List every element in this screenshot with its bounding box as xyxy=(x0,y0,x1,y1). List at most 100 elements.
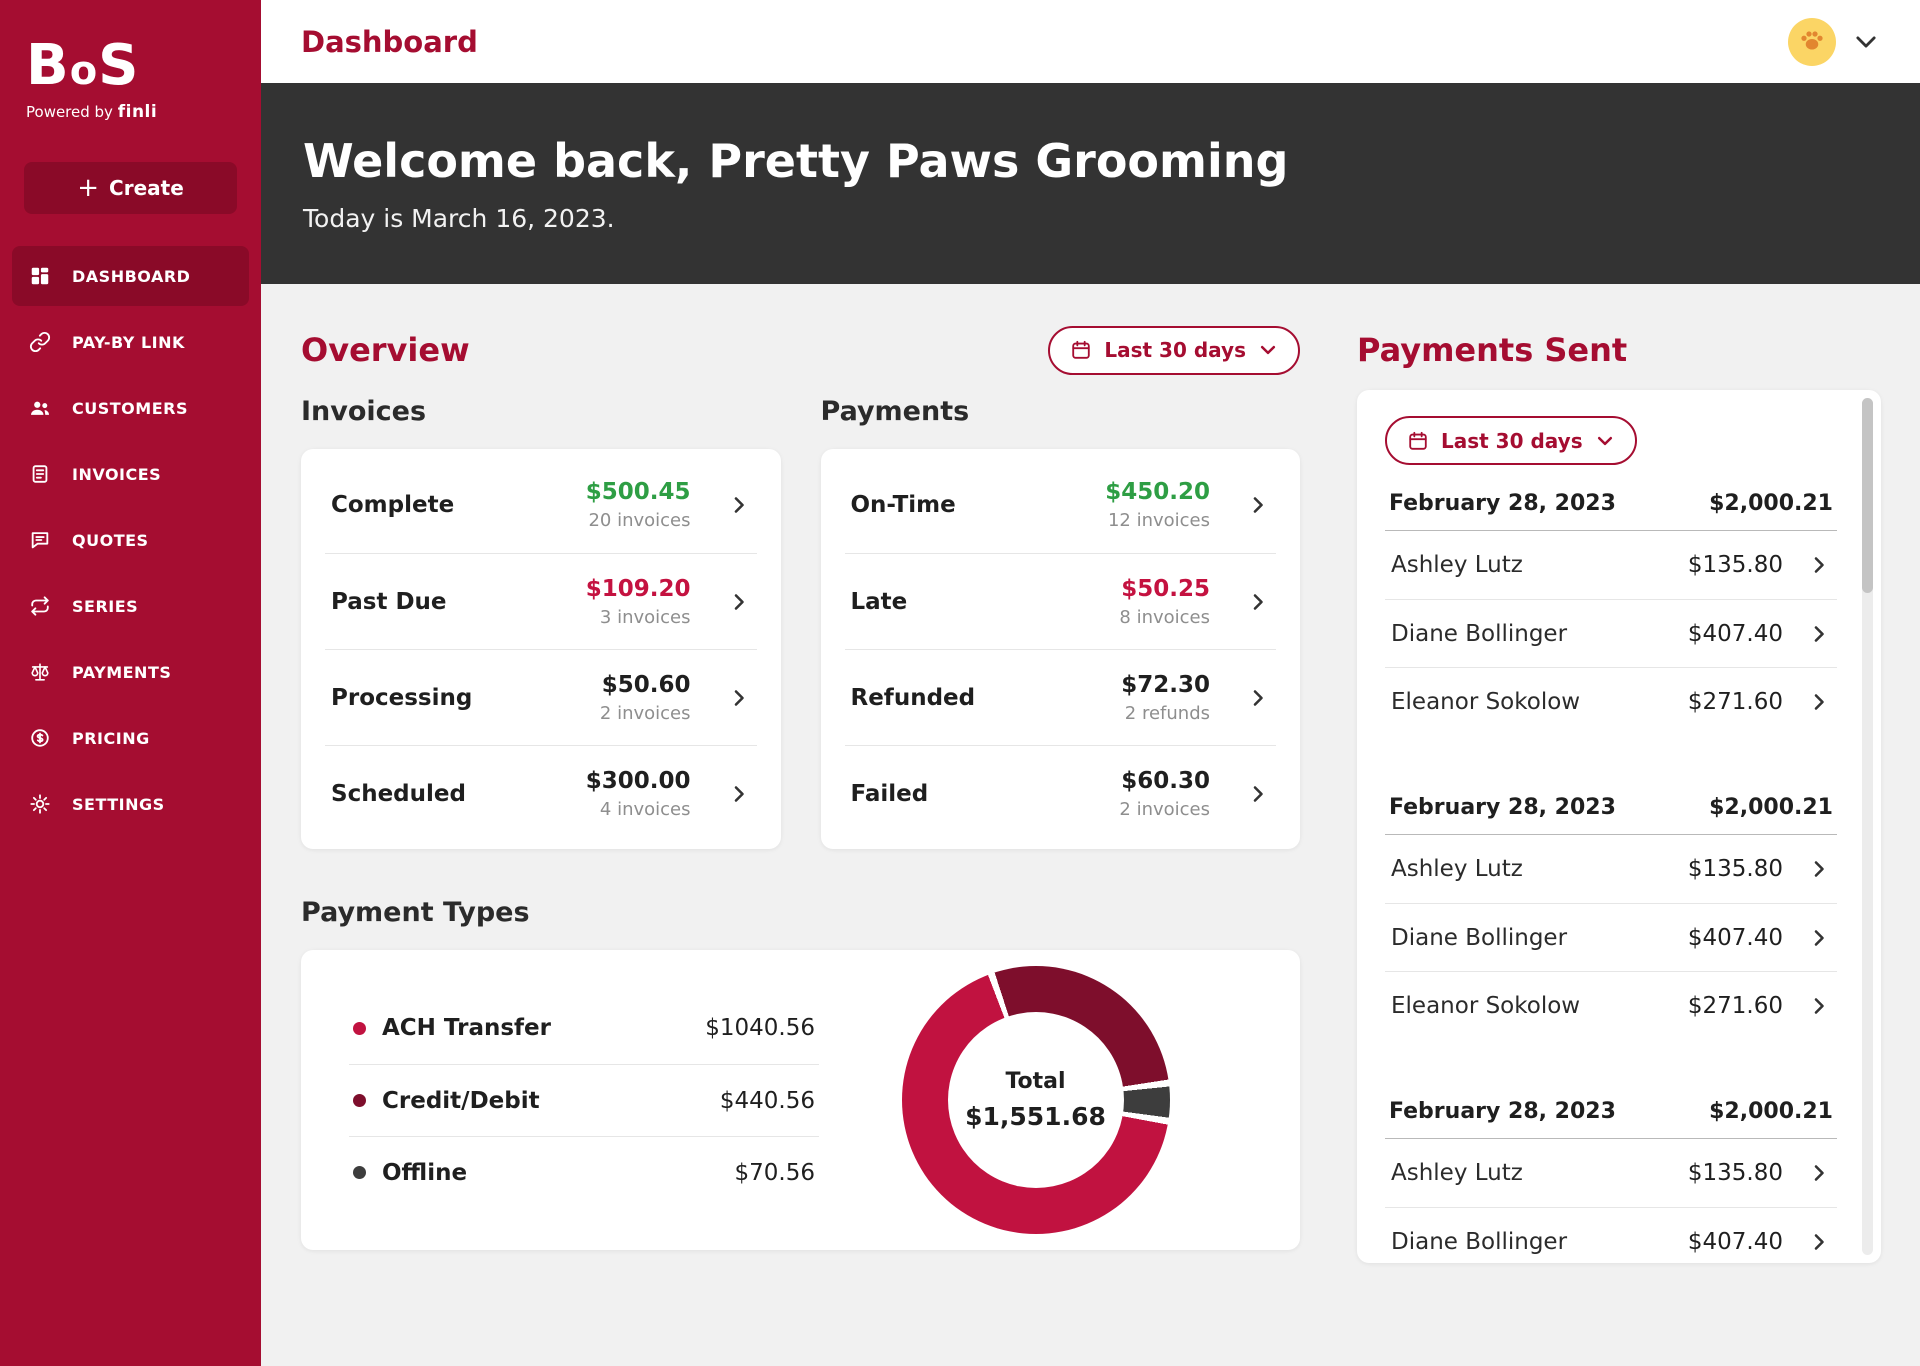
legend-row-credit-debit: Credit/Debit $440.56 xyxy=(349,1064,819,1136)
payments-sent-range-select[interactable]: Last 30 days xyxy=(1385,416,1637,465)
chevron-right-icon[interactable] xyxy=(727,782,751,806)
count: 2 invoices xyxy=(599,702,691,724)
amount: $60.30 xyxy=(1121,767,1210,794)
amount: $300.00 xyxy=(585,767,691,794)
scrollbar-thumb[interactable] xyxy=(1862,398,1873,593)
gear-icon xyxy=(28,792,52,816)
overview-column: Overview Last 30 days Invoices Complete xyxy=(301,320,1300,1366)
payment-sent-row[interactable]: Ashley Lutz $135.80 xyxy=(1385,1139,1837,1207)
chevron-right-icon[interactable] xyxy=(1246,493,1270,517)
payments-sent-card: Last 30 days February 28, 2023 $2,000.21… xyxy=(1357,390,1881,1263)
payment-sent-row[interactable]: Diane Bollinger $407.40 xyxy=(1385,599,1837,667)
link-icon xyxy=(28,330,52,354)
sidebar-item-pricing[interactable]: PRICING xyxy=(12,708,249,768)
chevron-right-icon[interactable] xyxy=(1246,686,1270,710)
sidebar: BoS Powered by finli + Create DASHBOARD … xyxy=(0,0,261,1366)
payment-sent-row[interactable]: Eleanor Sokolow $271.60 xyxy=(1385,667,1837,735)
invoices-section: Invoices Complete $500.45 20 invoices xyxy=(301,390,781,849)
payment-row-refunded[interactable]: Refunded $72.30 2 refunds xyxy=(844,649,1276,745)
count: 12 invoices xyxy=(1107,510,1210,531)
brand-logo: BoS Powered by finli xyxy=(0,0,261,123)
invoices-section-title: Invoices xyxy=(301,396,427,427)
scrollbar-track[interactable] xyxy=(1862,398,1873,1255)
payment-sent-row[interactable]: Ashley Lutz $135.80 xyxy=(1385,835,1837,903)
sidebar-item-payments[interactable]: PAYMENTS xyxy=(12,642,249,702)
payments-sent-column: Payments Sent Last 30 days February 28, … xyxy=(1357,320,1881,1366)
invoice-row-complete[interactable]: Complete $500.45 20 invoices xyxy=(325,457,757,553)
invoice-row-scheduled[interactable]: Scheduled $300.00 4 invoices xyxy=(325,745,757,841)
payments-sent-group: February 28, 2023 $2,000.21 Ashley Lutz … xyxy=(1385,795,1837,1039)
sidebar-item-pay-by-link[interactable]: PAY-BY LINK xyxy=(12,312,249,372)
sidebar-item-settings[interactable]: SETTINGS xyxy=(12,774,249,834)
payment-sent-row[interactable]: Eleanor Sokolow $271.60 xyxy=(1385,971,1837,1039)
payments-section-title: Payments xyxy=(820,396,970,427)
people-icon xyxy=(28,396,52,420)
sidebar-item-invoices[interactable]: INVOICES xyxy=(12,444,249,504)
payments-sent-group: February 28, 2023 $2,000.21 Ashley Lutz … xyxy=(1385,491,1837,735)
legend-row-ach: ACH Transfer $1040.56 xyxy=(349,992,819,1064)
document-icon xyxy=(28,462,52,486)
sidebar-nav: DASHBOARD PAY-BY LINK CUSTOMERS INVOICES… xyxy=(0,236,261,844)
chevron-right-icon[interactable] xyxy=(1807,1161,1831,1185)
group-header: February 28, 2023 $2,000.21 xyxy=(1385,795,1837,835)
dollar-circle-icon xyxy=(28,726,52,750)
chevron-down-icon xyxy=(1595,431,1615,451)
main-area: Dashboard Welcome back, Pretty Paws Groo… xyxy=(261,0,1920,1366)
sidebar-item-series[interactable]: SERIES xyxy=(12,576,249,636)
count: 2 invoices xyxy=(1119,798,1210,820)
payments-sent-range-label: Last 30 days xyxy=(1441,428,1583,453)
create-button[interactable]: + Create xyxy=(24,162,237,214)
calendar-icon xyxy=(1070,339,1092,361)
amount: $500.45 xyxy=(585,479,691,505)
amount: $50.25 xyxy=(1121,575,1210,602)
payment-row-failed[interactable]: Failed $60.30 2 invoices xyxy=(844,745,1276,841)
payment-row-on-time[interactable]: On-Time $450.20 12 invoices xyxy=(845,457,1277,553)
chevron-right-icon[interactable] xyxy=(1807,857,1831,881)
sidebar-item-quotes[interactable]: QUOTES xyxy=(12,510,249,570)
ach-dot-icon xyxy=(353,1021,366,1035)
donut-center: Total $1,551.68 xyxy=(947,1012,1124,1188)
stat-cards-row: Invoices Complete $500.45 20 invoices xyxy=(301,390,1300,849)
chevron-right-icon[interactable] xyxy=(727,590,751,614)
count: 20 invoices xyxy=(588,510,691,531)
chevron-right-icon[interactable] xyxy=(1807,622,1831,646)
topbar: Dashboard xyxy=(261,0,1920,83)
chevron-right-icon[interactable] xyxy=(1246,782,1270,806)
overview-title: Overview xyxy=(301,331,470,369)
payment-sent-row[interactable]: Diane Bollinger $407.40 xyxy=(1385,1207,1837,1263)
sidebar-item-dashboard[interactable]: DASHBOARD xyxy=(12,246,249,306)
count: 8 invoices xyxy=(1119,606,1210,628)
chevron-right-icon[interactable] xyxy=(1807,1230,1831,1254)
welcome-heading: Welcome back, Pretty Paws Grooming xyxy=(303,134,1289,188)
amount: $450.20 xyxy=(1105,479,1210,505)
amount: $72.30 xyxy=(1121,671,1210,698)
powered-by: Powered by finli xyxy=(26,102,158,122)
group-header: February 28, 2023 $2,000.21 xyxy=(1385,491,1837,531)
payments-sent-title: Payments Sent xyxy=(1357,331,1628,369)
payment-row-late[interactable]: Late $50.25 8 invoices xyxy=(844,553,1276,649)
welcome-banner: Welcome back, Pretty Paws Grooming Today… xyxy=(261,83,1920,284)
avatar[interactable] xyxy=(1788,17,1836,66)
chevron-down-icon[interactable] xyxy=(1852,28,1880,56)
chevron-right-icon[interactable] xyxy=(727,493,751,517)
invoice-row-processing[interactable]: Processing $50.60 2 invoices xyxy=(325,649,757,745)
chevron-right-icon[interactable] xyxy=(1807,926,1831,950)
topbar-actions xyxy=(1788,17,1880,66)
amount: $50.60 xyxy=(601,671,691,698)
sidebar-item-customers[interactable]: CUSTOMERS xyxy=(12,378,249,438)
overview-range-select[interactable]: Last 30 days xyxy=(1048,325,1300,375)
chevron-right-icon[interactable] xyxy=(1807,690,1831,714)
chevron-right-icon[interactable] xyxy=(1246,590,1270,614)
chevron-right-icon[interactable] xyxy=(1807,553,1831,577)
payment-sent-row[interactable]: Ashley Lutz $135.80 xyxy=(1385,531,1837,599)
repeat-icon xyxy=(28,594,52,618)
payment-types-legend: ACH Transfer $1040.56 Credit/Debit $440.… xyxy=(349,992,819,1208)
payment-sent-row[interactable]: Diane Bollinger $407.40 xyxy=(1385,903,1837,971)
chevron-right-icon[interactable] xyxy=(1807,994,1831,1018)
payments-section: Payments On-Time $450.20 12 invoices xyxy=(820,390,1300,849)
content: Overview Last 30 days Invoices Complete xyxy=(261,284,1920,1366)
group-header: February 28, 2023 $2,000.21 xyxy=(1385,1099,1837,1139)
chevron-right-icon[interactable] xyxy=(727,686,751,710)
invoice-row-past-due[interactable]: Past Due $109.20 3 invoices xyxy=(325,553,757,649)
